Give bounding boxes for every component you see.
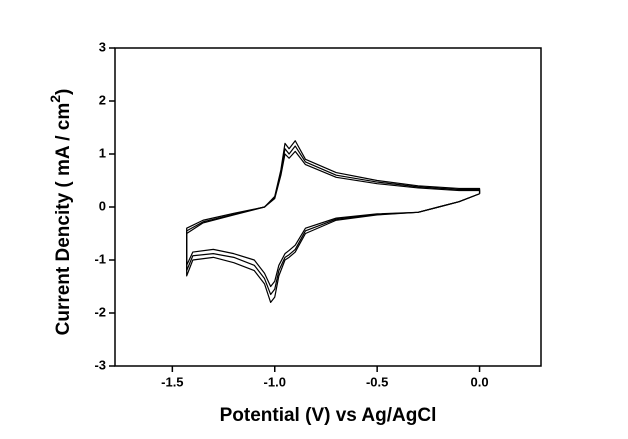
x-axis-label: Potential (V) vs Ag/AgCl (220, 405, 437, 426)
cv-curve (186, 140, 481, 303)
y-tick-label: -1 (94, 251, 106, 266)
x-tick-label: -0.5 (366, 374, 388, 389)
y-axis-label-main: Current Dencity ( mA / cm (53, 103, 74, 336)
x-tick-label: -1.0 (264, 374, 286, 389)
y-axis-label-superscript: 2 (47, 95, 63, 103)
y-tick-label: -2 (94, 304, 106, 319)
cv-curve (186, 145, 481, 296)
plot-frame (114, 47, 542, 367)
y-tick-label: 2 (99, 92, 106, 107)
cv-curve (186, 150, 481, 288)
y-axis-label-end: ) (53, 89, 74, 95)
y-tick-label: 0 (99, 198, 106, 213)
y-tick-label: 1 (99, 145, 106, 160)
x-tick-label: -1.5 (161, 374, 183, 389)
y-tick-label: 3 (99, 39, 106, 54)
x-tick-label: 0.0 (471, 374, 489, 389)
y-axis-label: Current Dencity ( mA / cm2) (47, 89, 74, 336)
y-tick-label: -3 (94, 357, 106, 372)
